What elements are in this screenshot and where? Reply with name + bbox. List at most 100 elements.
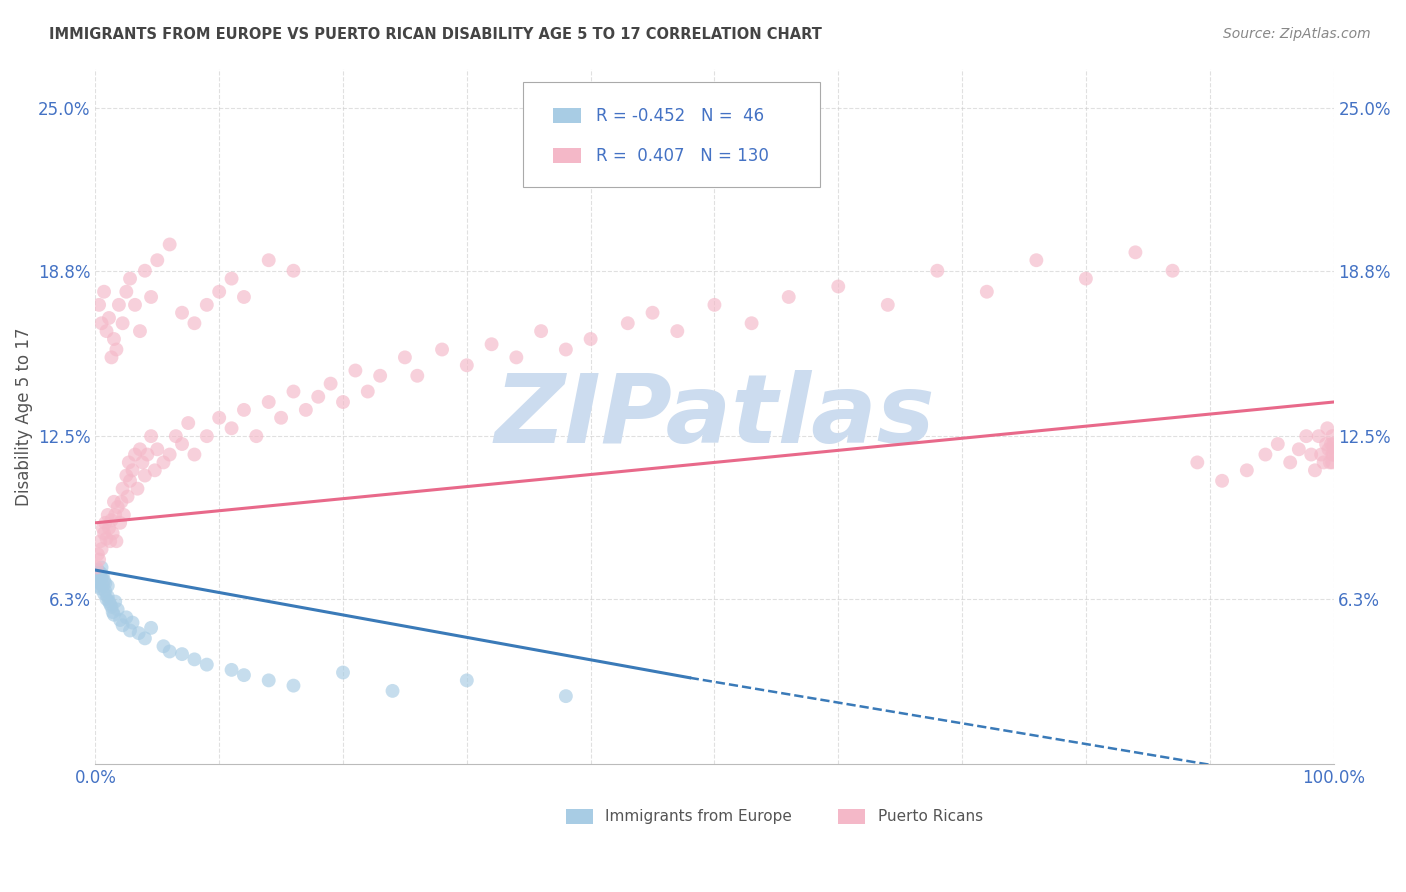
- FancyBboxPatch shape: [554, 108, 581, 123]
- Point: [283, 264, 305, 278]
- Point: [121, 463, 143, 477]
- Point: [666, 324, 689, 338]
- Point: [134, 468, 156, 483]
- Point: [117, 490, 139, 504]
- Point: [505, 351, 527, 365]
- Point: [283, 384, 305, 399]
- Point: [105, 343, 128, 357]
- Point: [1312, 455, 1334, 469]
- Point: [103, 495, 125, 509]
- Point: [93, 526, 115, 541]
- Point: [146, 442, 169, 457]
- Point: [103, 332, 125, 346]
- FancyBboxPatch shape: [523, 82, 820, 186]
- Point: [159, 644, 181, 658]
- FancyBboxPatch shape: [838, 809, 866, 824]
- Point: [170, 306, 193, 320]
- Point: [93, 587, 115, 601]
- Point: [170, 647, 193, 661]
- Point: [112, 508, 135, 522]
- Point: [96, 532, 118, 546]
- Point: [111, 316, 134, 330]
- Point: [152, 455, 174, 469]
- Point: [357, 384, 380, 399]
- Text: R =  0.407   N = 130: R = 0.407 N = 130: [596, 146, 769, 164]
- Point: [107, 500, 129, 514]
- Point: [406, 368, 429, 383]
- Point: [1322, 455, 1344, 469]
- Point: [91, 521, 114, 535]
- Point: [124, 298, 146, 312]
- Point: [94, 576, 117, 591]
- Text: Source: ZipAtlas.com: Source: ZipAtlas.com: [1223, 27, 1371, 41]
- Point: [170, 437, 193, 451]
- Point: [91, 568, 114, 582]
- Point: [1310, 448, 1333, 462]
- Point: [344, 363, 367, 377]
- Point: [86, 560, 108, 574]
- Point: [257, 673, 280, 688]
- Point: [115, 285, 138, 299]
- Point: [89, 566, 111, 580]
- Point: [827, 279, 849, 293]
- Point: [319, 376, 342, 391]
- Point: [98, 521, 121, 535]
- Point: [87, 552, 110, 566]
- Point: [554, 343, 576, 357]
- Point: [98, 597, 121, 611]
- Point: [118, 624, 141, 638]
- Point: [139, 621, 162, 635]
- Point: [111, 482, 134, 496]
- Point: [86, 574, 108, 588]
- Point: [134, 264, 156, 278]
- Text: Immigrants from Europe: Immigrants from Europe: [606, 809, 793, 824]
- Point: [87, 568, 110, 582]
- Point: [98, 594, 121, 608]
- Point: [233, 403, 256, 417]
- Point: [1320, 437, 1343, 451]
- Point: [1303, 463, 1326, 477]
- Point: [129, 442, 152, 457]
- Point: [1322, 437, 1344, 451]
- Point: [93, 574, 115, 588]
- Point: [146, 253, 169, 268]
- Point: [98, 310, 121, 325]
- Point: [152, 639, 174, 653]
- Point: [177, 416, 200, 430]
- Point: [124, 448, 146, 462]
- Point: [131, 455, 153, 469]
- Point: [221, 271, 243, 285]
- Point: [554, 689, 576, 703]
- Point: [1301, 448, 1323, 462]
- Point: [208, 285, 231, 299]
- Point: [183, 652, 205, 666]
- Point: [195, 298, 218, 312]
- Point: [381, 684, 404, 698]
- Point: [87, 298, 110, 312]
- Point: [165, 429, 187, 443]
- Point: [111, 618, 134, 632]
- Point: [91, 579, 114, 593]
- Point: [195, 429, 218, 443]
- Point: [110, 495, 132, 509]
- Point: [257, 253, 280, 268]
- Point: [127, 482, 149, 496]
- Point: [121, 615, 143, 630]
- Point: [87, 579, 110, 593]
- Point: [233, 290, 256, 304]
- Point: [579, 332, 602, 346]
- Point: [108, 516, 131, 530]
- Point: [97, 508, 120, 522]
- Point: [90, 560, 112, 574]
- Point: [103, 607, 125, 622]
- Point: [195, 657, 218, 672]
- Point: [1074, 271, 1097, 285]
- Point: [876, 298, 898, 312]
- Text: IMMIGRANTS FROM EUROPE VS PUERTO RICAN DISABILITY AGE 5 TO 17 CORRELATION CHART: IMMIGRANTS FROM EUROPE VS PUERTO RICAN D…: [49, 27, 823, 42]
- Point: [87, 576, 110, 591]
- Point: [108, 298, 131, 312]
- Point: [332, 395, 354, 409]
- Point: [90, 542, 112, 557]
- Point: [481, 337, 503, 351]
- Point: [115, 610, 138, 624]
